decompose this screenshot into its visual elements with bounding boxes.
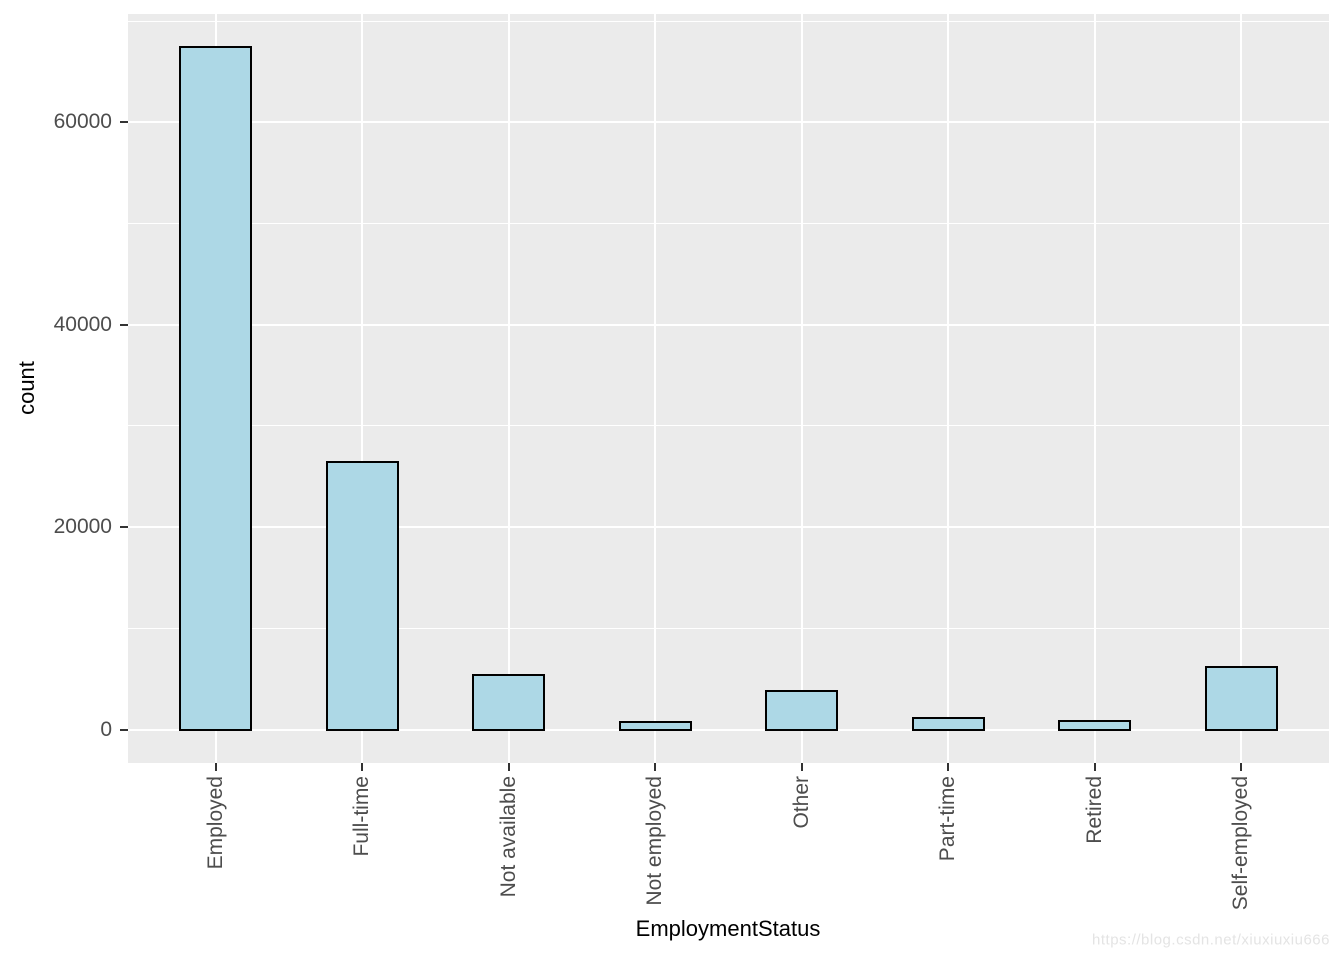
gridline-vertical (654, 14, 657, 763)
y-axis-title: count (14, 361, 39, 415)
x-tick-label: Self-employed (1229, 776, 1253, 911)
x-tick-label: Part-time (936, 776, 960, 862)
y-axis-tick (120, 121, 128, 124)
bar-not-employed (618, 720, 692, 731)
x-tick-label: Other (789, 776, 813, 829)
y-axis-tick (120, 526, 128, 529)
x-axis-tick (361, 763, 364, 771)
x-axis-tick (214, 763, 217, 771)
plot-panel (128, 14, 1329, 763)
x-axis-tick (654, 763, 657, 771)
x-axis-tick (800, 763, 803, 771)
gridline-vertical (947, 14, 950, 763)
x-tick-label: Not employed (643, 776, 667, 906)
gridline-minor (128, 223, 1329, 225)
x-axis-title: EmploymentStatus (635, 916, 821, 941)
gridline-vertical (361, 14, 364, 763)
bar-part-time (911, 717, 985, 731)
x-axis-tick (507, 763, 510, 771)
x-tick-label: Employed (203, 776, 227, 870)
gridline-vertical (1240, 14, 1243, 763)
x-tick-label: Full-time (350, 776, 374, 857)
y-tick-label: 60000 (53, 110, 112, 134)
bar-retired (1058, 719, 1132, 731)
x-tick-label: Not available (496, 776, 520, 898)
gridline-major (128, 526, 1329, 529)
bar-full-time (325, 461, 399, 731)
x-axis-tick (1240, 763, 1243, 771)
gridline-vertical (1093, 14, 1096, 763)
gridline-minor (128, 20, 1329, 22)
y-tick-label: 20000 (53, 515, 112, 539)
gridline-major (128, 323, 1329, 326)
gridline-vertical (800, 14, 803, 763)
y-axis-tick (120, 323, 128, 326)
bar-not-available (472, 673, 546, 731)
gridline-minor (128, 425, 1329, 427)
gridline-major (128, 728, 1329, 731)
y-tick-label: 40000 (53, 312, 112, 336)
x-axis-tick (947, 763, 950, 771)
bar-self-employed (1204, 665, 1278, 731)
bar-employed (179, 46, 253, 731)
bar-other (765, 690, 839, 731)
x-tick-label: Retired (1082, 776, 1106, 844)
gridline-vertical (507, 14, 510, 763)
gridline-minor (128, 627, 1329, 629)
y-tick-label: 0 (100, 717, 112, 741)
y-axis-tick (120, 728, 128, 731)
gridline-major (128, 121, 1329, 124)
x-axis-tick (1093, 763, 1096, 771)
watermark: https://blog.csdn.net/xiuxiuxiu666 (1092, 931, 1330, 949)
